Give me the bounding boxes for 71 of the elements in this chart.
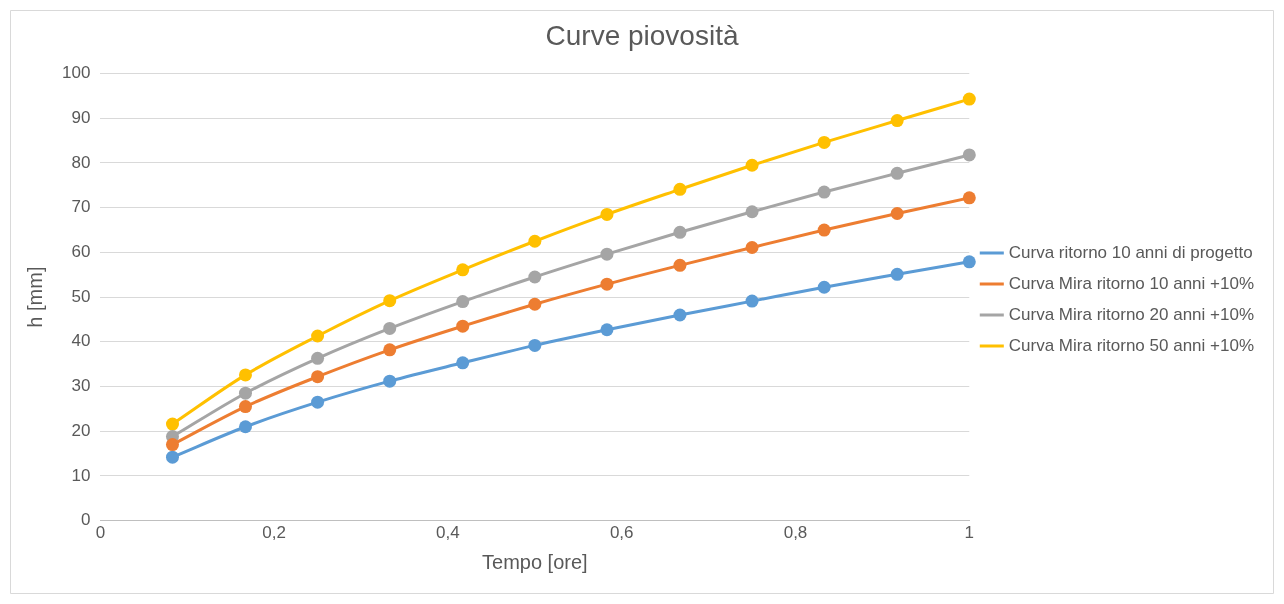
point: [528, 234, 542, 248]
point: [600, 247, 614, 261]
point: [383, 321, 397, 335]
point: [817, 135, 831, 149]
y-tick-label: 70: [71, 197, 91, 217]
point: [165, 417, 179, 431]
point: [383, 294, 397, 308]
y-tick-label: 100: [61, 63, 91, 83]
y-tick-label: 90: [71, 107, 91, 127]
point: [528, 270, 542, 284]
point: [600, 323, 614, 337]
point: [528, 297, 542, 311]
point: [383, 343, 397, 357]
point: [383, 374, 397, 388]
point: [745, 240, 759, 254]
point: [238, 400, 252, 414]
y-tick-label: 10: [71, 465, 91, 485]
point: [673, 308, 687, 322]
point: [311, 329, 325, 343]
point: [456, 356, 470, 370]
y-tick-label: 30: [71, 376, 91, 396]
point: [165, 438, 179, 452]
point: [238, 386, 252, 400]
point: [890, 207, 904, 221]
y-tick-label: 80: [71, 152, 91, 172]
point: [817, 185, 831, 199]
point: [745, 158, 759, 172]
point: [745, 205, 759, 219]
point: [238, 368, 252, 382]
y-tick-label: 60: [71, 242, 91, 262]
x-tick-label: 0,4: [436, 523, 460, 543]
x-tick-label: 1: [964, 523, 975, 543]
x-tick-label: 0,8: [783, 523, 808, 543]
y-tick-label: 20: [71, 420, 91, 440]
chart-title: Curve piovosità: [545, 19, 739, 51]
y-tick-label: 0: [80, 510, 91, 530]
point: [673, 182, 687, 196]
point: [817, 223, 831, 237]
point: [962, 148, 976, 162]
point: [311, 351, 325, 365]
point: [890, 166, 904, 180]
point: [673, 225, 687, 239]
point: [962, 255, 976, 269]
point: [890, 114, 904, 128]
legend-label: Curva Mira ritorno 20 anni +10%: [1008, 304, 1255, 324]
point: [456, 319, 470, 333]
point: [311, 370, 325, 384]
y-tick-label: 40: [71, 331, 91, 351]
y-axis-title: h [mm]: [23, 266, 46, 328]
x-tick-label: 0,2: [262, 523, 286, 543]
point: [745, 294, 759, 308]
point: [673, 258, 687, 272]
point: [165, 450, 179, 464]
point: [311, 395, 325, 409]
x-tick-label: 0,6: [609, 523, 634, 543]
point: [600, 277, 614, 291]
x-tick-label: 0: [95, 523, 106, 543]
legend-label: Curva Mira ritorno 10 anni +10%: [1008, 273, 1255, 293]
point: [238, 420, 252, 434]
point: [600, 207, 614, 221]
y-tick-label: 50: [71, 286, 91, 306]
point: [890, 267, 904, 281]
point: [817, 280, 831, 294]
point: [528, 338, 542, 352]
point: [962, 92, 976, 106]
point: [456, 295, 470, 309]
x-axis-title: Tempo [ore]: [482, 550, 588, 573]
point: [962, 191, 976, 205]
point: [456, 263, 470, 277]
legend-label: Curva ritorno 10 anni di progetto: [1008, 242, 1253, 262]
legend-label: Curva Mira ritorno 50 anni +10%: [1008, 335, 1255, 355]
